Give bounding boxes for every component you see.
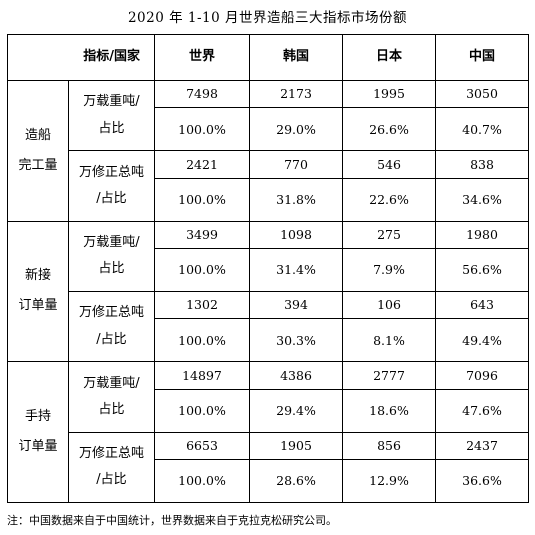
share-cell: 100.0% — [154, 459, 250, 503]
table-row: 新接 订单量 万载重吨/占比 3499 1098 275 1980 — [7, 220, 529, 363]
share-cell: 7.9% — [342, 248, 436, 292]
share-cell: 56.6% — [435, 248, 529, 292]
unit-label-line2: 占比 — [98, 120, 125, 136]
unit-cell: 万修正总吨/占比 — [68, 150, 155, 222]
indicator-group-name-line2: 订单量 — [18, 298, 58, 314]
table-title: 2020 年 1-10 月世界造船三大指标市场份额 — [127, 10, 408, 26]
value-cell: 1995 — [342, 79, 436, 109]
indicator-group-name-line1: 手持 — [24, 408, 51, 424]
unit-cell: 万载重吨/占比 — [68, 79, 155, 152]
indicator-group-name-line2: 订单量 — [18, 439, 58, 455]
table-row: 100.0% 28.6% 12.9% 36.6% — [8, 459, 529, 503]
share-cell: 26.6% — [342, 107, 436, 152]
unit-label-line2: /占比 — [96, 331, 127, 347]
share-cell: 100.0% — [154, 388, 250, 433]
value-cell: 838 — [435, 150, 529, 179]
unit-cell: 万修正总吨/占比 — [68, 290, 155, 363]
value-cell: 2777 — [342, 361, 436, 390]
table-row: 手持 订单量 万载重吨/占比 14897 4386 2777 7096 — [7, 361, 529, 503]
unit-label-line2: /占比 — [96, 190, 127, 206]
value-cell: 2421 — [154, 150, 250, 179]
share-cell: 18.6% — [342, 388, 436, 433]
header-japan: 日本 — [342, 34, 436, 81]
value-cell: 1980 — [435, 220, 529, 250]
value-cell: 394 — [249, 290, 343, 320]
unit-label-line2: /占比 — [96, 472, 127, 488]
header-world: 世界 — [154, 34, 250, 81]
unit-cell: 万载重吨/占比 — [68, 220, 155, 292]
table-row: 万修正总吨/占比 6653 1905 856 2437 — [8, 431, 529, 504]
value-cell: 856 — [342, 431, 436, 461]
share-cell: 100.0% — [154, 177, 250, 222]
value-cell: 643 — [435, 290, 529, 320]
share-cell: 28.6% — [249, 459, 343, 503]
header-row: 指标/国家 世界 韩国 日本 中国 — [7, 34, 529, 81]
share-cell: 8.1% — [342, 318, 436, 363]
value-cell: 7096 — [435, 361, 529, 390]
unit-label-line1: 万修正总吨 — [78, 446, 144, 462]
share-cell: 100.0% — [154, 318, 250, 363]
share-cell: 47.6% — [435, 388, 529, 433]
indicator-group-name-line2: 完工量 — [18, 157, 58, 173]
header-korea: 韩国 — [249, 34, 343, 81]
unit-cell: 万载重吨/占比 — [68, 361, 155, 433]
share-cell: 36.6% — [435, 459, 529, 503]
value-cell: 7498 — [154, 79, 250, 109]
value-cell: 106 — [342, 290, 436, 320]
indicator-group-name-line1: 新接 — [24, 268, 51, 284]
unit-label-line1: 万载重吨/ — [83, 235, 140, 251]
value-cell: 2173 — [249, 79, 343, 109]
footnote: 注：中国数据来自于中国统计，世界数据来自于克拉克松研究公司。 — [7, 514, 337, 527]
share-cell: 12.9% — [342, 459, 436, 503]
share-cell: 29.4% — [249, 388, 343, 433]
table-row: 100.0% 31.8% 22.6% 34.6% — [8, 177, 529, 222]
table-row: 万修正总吨/占比 2421 770 546 838 — [8, 150, 529, 222]
value-cell: 546 — [342, 150, 436, 179]
unit-label-line2: 占比 — [98, 401, 125, 417]
value-cell: 4386 — [249, 361, 343, 390]
value-cell: 2437 — [435, 431, 529, 461]
indicator-group-cell: 手持 订单量 — [7, 361, 69, 503]
table-row: 100.0% 31.4% 7.9% 56.6% — [8, 248, 529, 292]
table-row: 100.0% 30.3% 8.1% 49.4% — [8, 318, 529, 363]
market-share-table: 指标/国家 世界 韩国 日本 中国 造船 完工量 万载重吨/占比 7498 2173 19… — [7, 34, 529, 504]
unit-label-line1: 万修正总吨 — [78, 164, 144, 180]
share-cell: 29.0% — [249, 107, 343, 152]
share-cell: 31.4% — [249, 248, 343, 292]
value-cell: 3499 — [154, 220, 250, 250]
indicator-group-name-line1: 造船 — [24, 127, 51, 143]
value-cell: 275 — [342, 220, 436, 250]
unit-label-line2: 占比 — [98, 261, 125, 277]
value-cell: 1905 — [249, 431, 343, 461]
share-cell: 49.4% — [435, 318, 529, 363]
share-cell: 34.6% — [435, 177, 529, 222]
share-cell: 31.8% — [249, 177, 343, 222]
value-cell: 770 — [249, 150, 343, 179]
share-cell: 40.7% — [435, 107, 529, 152]
value-cell: 1302 — [154, 290, 250, 320]
unit-label-line1: 万载重吨/ — [83, 375, 140, 391]
indicator-group-cell: 新接 订单量 — [7, 220, 69, 363]
unit-cell: 万修正总吨/占比 — [68, 431, 155, 504]
value-cell: 1098 — [249, 220, 343, 250]
table-row: 100.0% 29.4% 18.6% 47.6% — [8, 388, 529, 433]
share-cell: 30.3% — [249, 318, 343, 363]
share-cell: 100.0% — [154, 107, 250, 152]
table-row: 造船 完工量 万载重吨/占比 7498 2173 1995 3050 — [7, 79, 529, 222]
header-indicator-country: 指标/国家 — [7, 34, 155, 81]
value-cell: 14897 — [154, 361, 250, 390]
unit-label-line1: 万载重吨/ — [83, 94, 140, 110]
table-row: 万修正总吨/占比 1302 394 106 643 — [8, 290, 529, 363]
share-cell: 100.0% — [154, 248, 250, 292]
unit-label-line1: 万修正总吨 — [78, 305, 144, 321]
indicator-group-cell: 造船 完工量 — [7, 80, 69, 222]
header-china: 中国 — [435, 34, 529, 81]
value-cell: 3050 — [435, 79, 529, 109]
table-row: 100.0% 29.0% 26.6% 40.7% — [8, 107, 529, 152]
value-cell: 6653 — [154, 431, 250, 461]
share-cell: 22.6% — [342, 177, 436, 222]
